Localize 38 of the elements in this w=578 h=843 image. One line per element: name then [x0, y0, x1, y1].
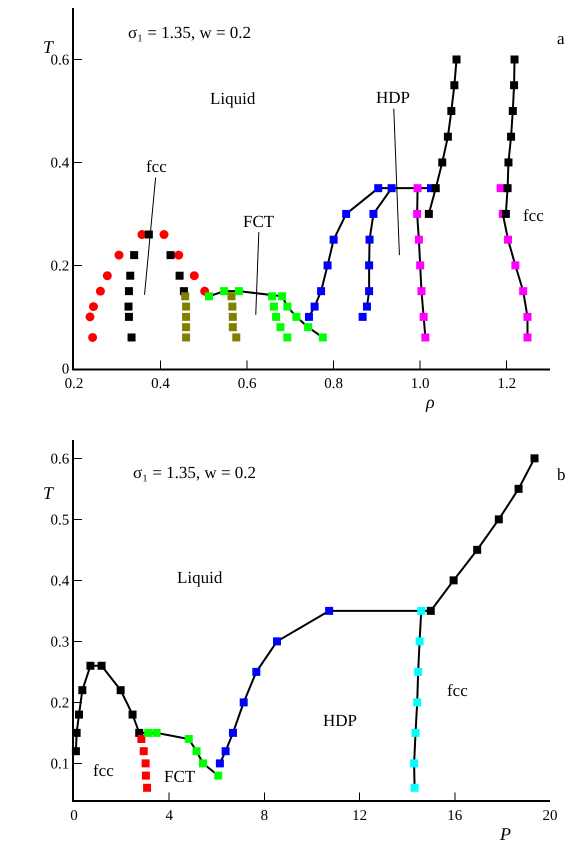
annotation: σ₁ = 1.35, w = 0.2	[128, 23, 252, 42]
annotation: Liquid	[210, 89, 256, 108]
x-tick-label: 0.4	[151, 376, 170, 392]
y-tick-label: 0.2	[50, 258, 70, 275]
x-tick-label: 1.0	[410, 376, 430, 392]
x-tick-label: 0.8	[324, 376, 344, 392]
annotation: fcc	[146, 157, 168, 176]
y-tick-label: 0	[62, 362, 70, 378]
text: a	[557, 29, 565, 48]
x-axis-title: P	[499, 824, 511, 843]
annotation: FCT	[243, 212, 275, 231]
x-tick-label: 12	[352, 808, 368, 824]
y-tick-label: 0.2	[50, 696, 70, 712]
x-tick-label: 16	[447, 808, 463, 824]
y-tick-label: 0.1	[50, 756, 70, 773]
y-tick-label: 0.5	[50, 512, 70, 529]
x-tick-label: 4	[165, 808, 174, 824]
y-tick-label: 0.4	[50, 156, 70, 172]
annotation: fcc	[447, 681, 468, 700]
x-axis-title: ρ	[425, 392, 435, 412]
x-tick-label: 0.2	[64, 376, 84, 392]
y-tick-label: 0.6	[50, 52, 70, 69]
x-tick-label: 0.6	[238, 376, 257, 392]
x-tick-label: 1.2	[497, 376, 516, 392]
annotation: fcc	[523, 206, 544, 225]
annotation: FCT	[164, 767, 196, 786]
annotation: HDP	[376, 88, 410, 107]
y-tick-label: 0.3	[50, 634, 70, 651]
annotation: Liquid	[177, 568, 223, 587]
y-tick-label: 0.6	[50, 452, 70, 468]
annotation: σ₁ = 1.35, w = 0.2	[133, 463, 256, 482]
x-tick-label: 8	[260, 808, 268, 824]
annotation: HDP	[323, 711, 358, 730]
y-axis-title: T	[43, 483, 55, 503]
x-tick-label: 20	[542, 808, 558, 824]
annotation: fcc	[93, 761, 114, 780]
y-tick-label: 0.4	[50, 574, 70, 590]
text: b	[557, 465, 566, 484]
